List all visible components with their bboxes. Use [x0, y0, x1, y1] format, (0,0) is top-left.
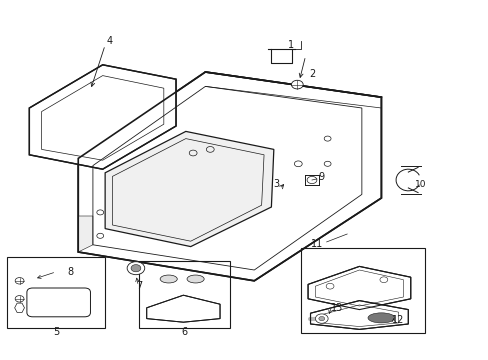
Bar [7, 257, 105, 328]
Text: 9: 9 [318, 172, 324, 182]
Polygon shape [105, 131, 273, 247]
Text: 8: 8 [68, 267, 74, 277]
Ellipse shape [160, 275, 177, 283]
Circle shape [318, 316, 324, 321]
Text: 10: 10 [414, 180, 426, 189]
Ellipse shape [367, 313, 394, 323]
Text: 1: 1 [287, 40, 293, 50]
Text: 11: 11 [310, 239, 323, 249]
Polygon shape [29, 65, 176, 169]
Text: 13: 13 [330, 303, 343, 313]
Text: 12: 12 [391, 315, 404, 325]
Circle shape [315, 314, 327, 323]
Text: 5: 5 [53, 327, 59, 337]
Circle shape [131, 265, 141, 272]
Text: 6: 6 [182, 327, 187, 337]
Polygon shape [146, 295, 220, 322]
Ellipse shape [186, 275, 204, 283]
Text: 4: 4 [107, 36, 113, 46]
Circle shape [127, 262, 144, 275]
Text: 3: 3 [273, 179, 279, 189]
Polygon shape [78, 72, 381, 281]
Bar [300, 248, 425, 333]
Polygon shape [78, 216, 93, 252]
Text: 2: 2 [308, 69, 314, 79]
Circle shape [291, 80, 303, 89]
Bar [139, 261, 229, 328]
Polygon shape [310, 301, 407, 329]
Text: 7: 7 [136, 281, 142, 291]
Polygon shape [307, 266, 410, 310]
